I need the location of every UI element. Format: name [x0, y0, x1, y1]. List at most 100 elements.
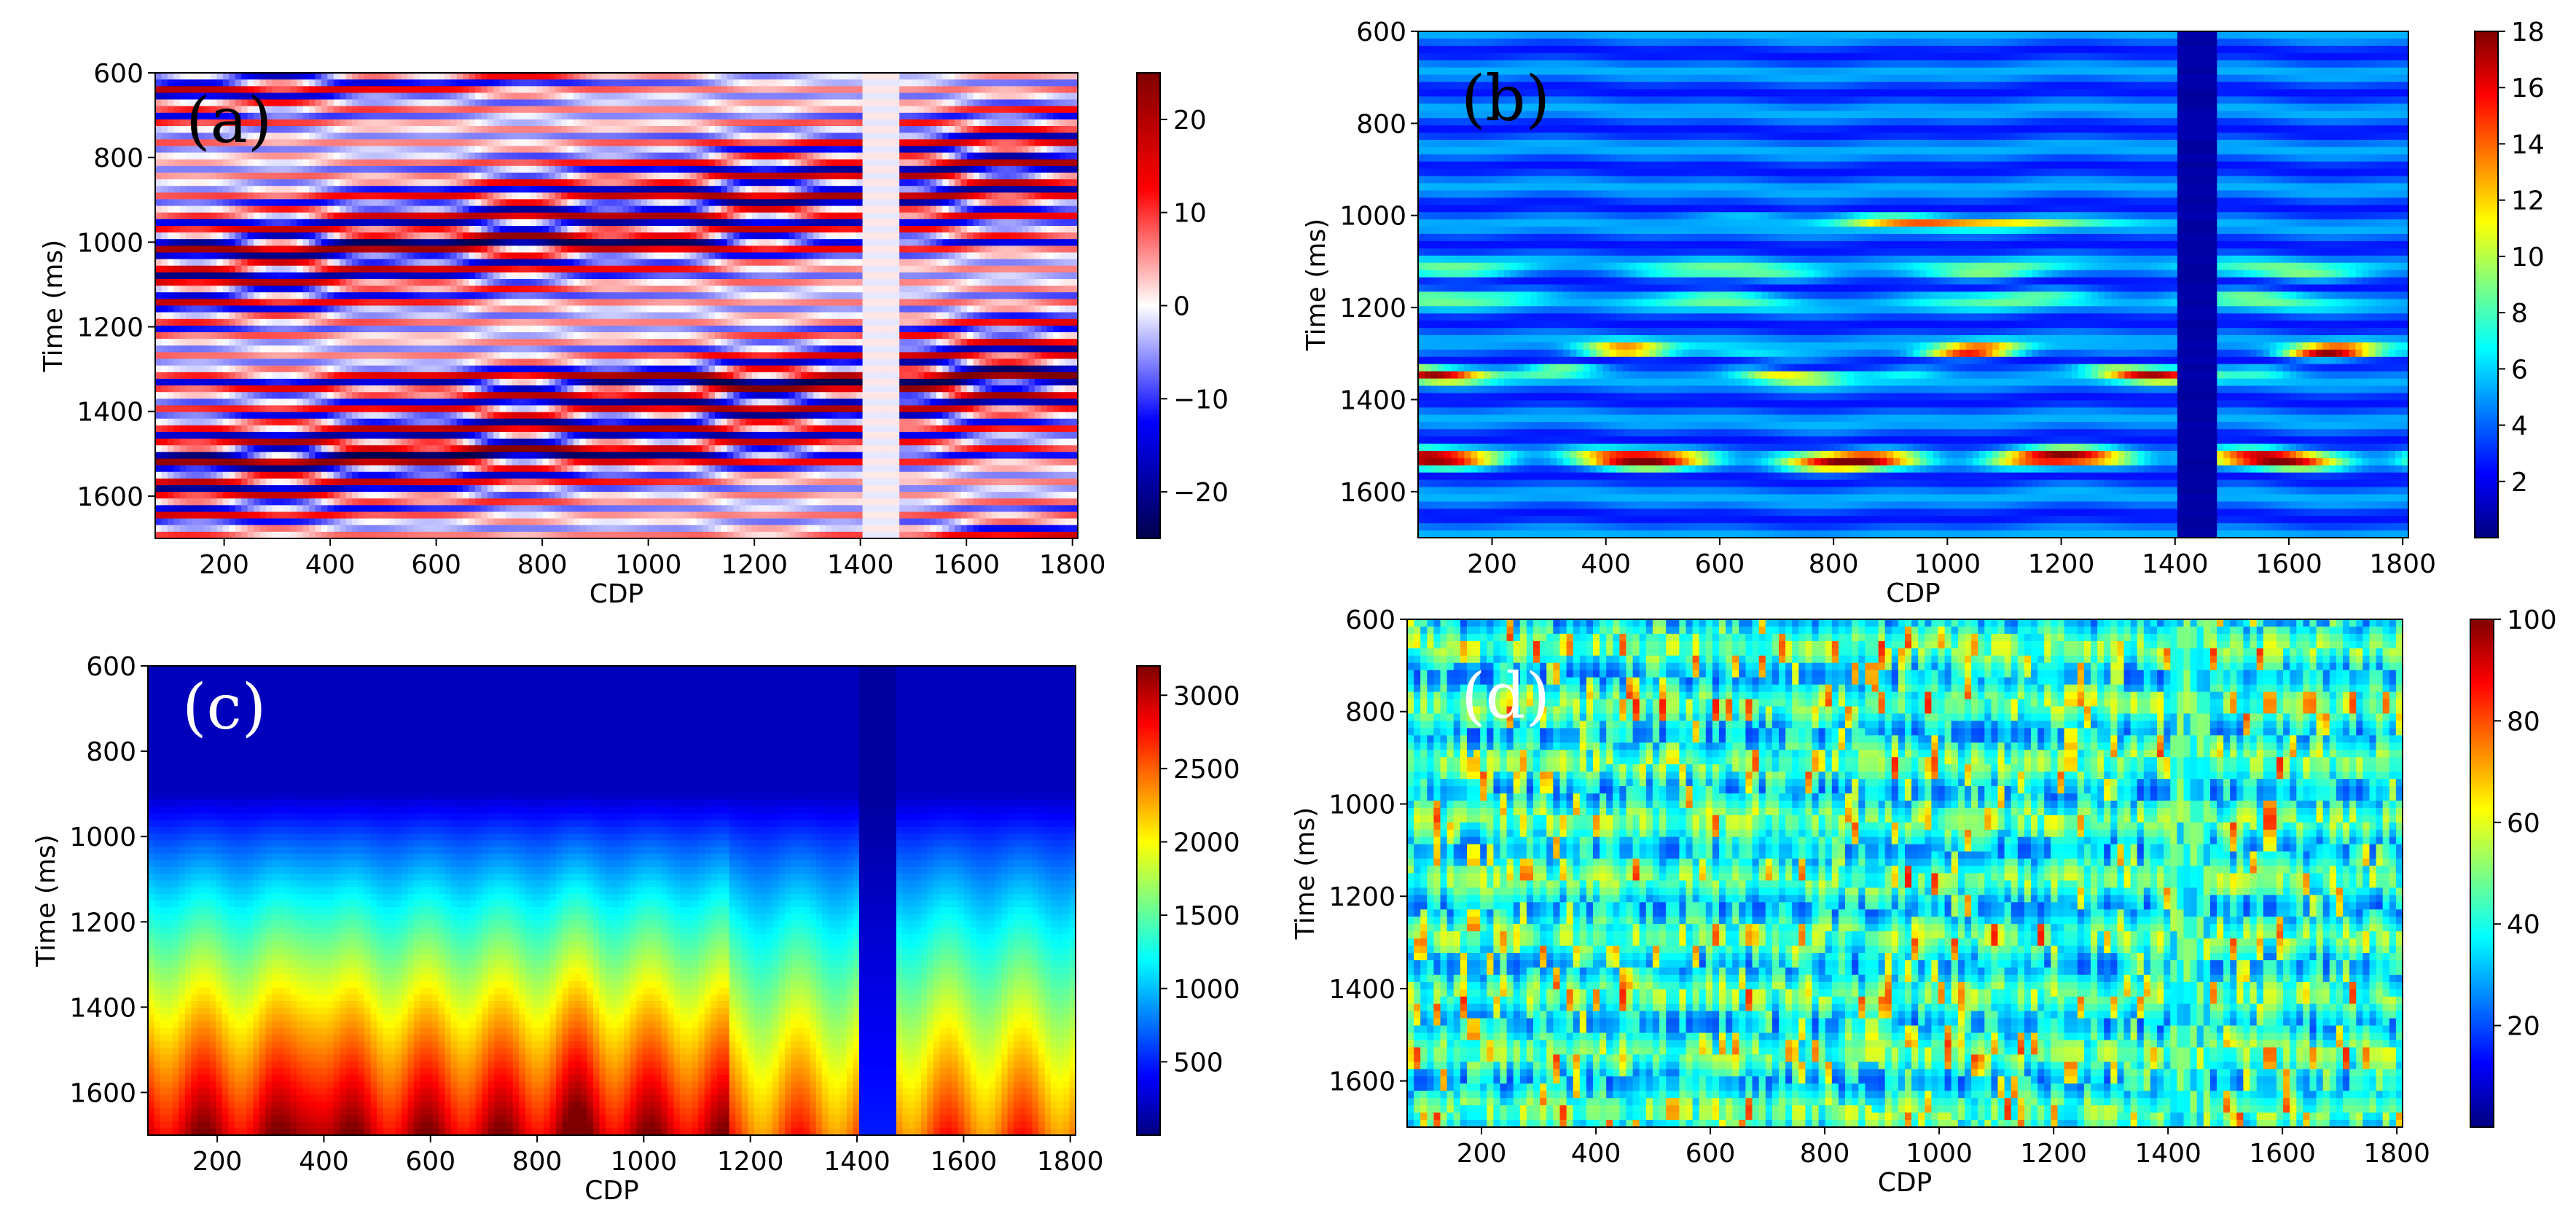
heatmap-cell [456, 159, 463, 167]
heatmap-cell [235, 179, 242, 187]
heatmap-cell [167, 86, 174, 93]
heatmap-cell [542, 405, 549, 413]
heatmap-cell [321, 458, 328, 466]
heatmap-cell [327, 478, 334, 486]
heatmap-cell [518, 412, 525, 420]
heatmap-cell [506, 133, 513, 140]
heatmap-cell [518, 199, 525, 207]
heatmap-cell [561, 239, 568, 246]
heatmap-cell [259, 252, 267, 260]
heatmap-cell [518, 352, 525, 360]
heatmap-cell [216, 465, 224, 473]
heatmap-cell [155, 498, 162, 506]
heatmap-cell [284, 358, 291, 366]
heatmap-cell [579, 179, 587, 187]
heatmap-cell [463, 119, 469, 127]
heatmap-cell [419, 531, 426, 539]
heatmap-cell [524, 93, 531, 101]
heatmap-cell [506, 152, 513, 160]
heatmap-cell [155, 259, 162, 267]
heatmap-cell [487, 192, 494, 200]
heatmap-cell [358, 159, 365, 167]
heatmap-cell [444, 106, 451, 114]
heatmap-cell [573, 485, 580, 493]
heatmap-cell [401, 106, 408, 114]
heatmap-cell [469, 385, 476, 393]
heatmap-cell [383, 305, 390, 313]
heatmap-cell [161, 299, 168, 307]
heatmap-cell [395, 345, 402, 353]
heatmap-cell [254, 106, 260, 114]
heatmap-cell [426, 219, 433, 227]
heatmap-cell [198, 133, 205, 140]
heatmap-cell [388, 79, 396, 87]
heatmap-cell [395, 425, 402, 433]
heatmap-cell [395, 126, 402, 133]
heatmap-cell [530, 518, 537, 526]
heatmap-cell [438, 172, 445, 180]
heatmap-cell [321, 172, 328, 180]
heatmap-cell [278, 146, 285, 154]
heatmap-cell [506, 505, 513, 513]
heatmap-cell [235, 99, 242, 107]
heatmap-cell [407, 325, 414, 333]
heatmap-cell [333, 286, 340, 293]
heatmap-cell [555, 498, 562, 506]
heatmap-cell [247, 106, 254, 114]
heatmap-cell [450, 212, 458, 220]
heatmap-cell [265, 139, 273, 146]
heatmap-cell [265, 133, 273, 140]
heatmap-cell [573, 126, 580, 133]
heatmap-cell [530, 399, 537, 406]
heatmap-cell [567, 445, 574, 452]
heatmap-cell [450, 465, 458, 473]
heatmap-cell [474, 279, 482, 286]
heatmap-cell [211, 345, 217, 353]
heatmap-cell [530, 378, 537, 386]
heatmap-cell [444, 378, 451, 386]
heatmap-cell [179, 246, 187, 253]
heatmap-cell [444, 511, 451, 519]
heatmap-cell [247, 133, 254, 140]
heatmap-cell [487, 418, 494, 426]
heatmap-cell [216, 219, 224, 227]
heatmap-cell [585, 352, 592, 360]
heatmap-cell [321, 465, 328, 473]
heatmap-cell [198, 425, 205, 433]
heatmap-cell [290, 385, 297, 393]
heatmap-cell [198, 518, 205, 526]
heatmap-cell [585, 272, 592, 280]
heatmap-cell [499, 399, 506, 406]
heatmap-cell [302, 385, 310, 393]
heatmap-cell [321, 452, 328, 459]
heatmap-cell [216, 372, 224, 380]
heatmap-cell [315, 412, 322, 420]
heatmap-cell [265, 492, 273, 499]
heatmap-cell [524, 265, 531, 273]
heatmap-cell [376, 485, 383, 493]
heatmap-cell [155, 352, 162, 360]
heatmap-cell [278, 425, 285, 433]
heatmap-cell [216, 172, 224, 180]
heatmap-cell [401, 418, 408, 426]
heatmap-cell [173, 226, 181, 233]
heatmap-cell [573, 531, 580, 539]
heatmap-cell [254, 146, 260, 154]
heatmap-cell [161, 518, 168, 526]
heatmap-cell [592, 239, 599, 246]
heatmap-cell [302, 305, 310, 313]
heatmap-cell [302, 445, 310, 452]
heatmap-cell [290, 458, 297, 466]
heatmap-cell [327, 272, 334, 280]
heatmap-cell [290, 133, 297, 140]
heatmap-cell [512, 352, 519, 360]
heatmap-cell [198, 79, 205, 87]
heatmap-cell [222, 365, 230, 373]
heatmap-cell [265, 179, 273, 187]
heatmap-cell [247, 525, 254, 533]
heatmap-cell [254, 172, 260, 180]
heatmap-cell [327, 126, 334, 133]
heatmap-cell [542, 492, 549, 499]
heatmap-cell [198, 219, 205, 227]
heatmap-cell [438, 439, 445, 446]
